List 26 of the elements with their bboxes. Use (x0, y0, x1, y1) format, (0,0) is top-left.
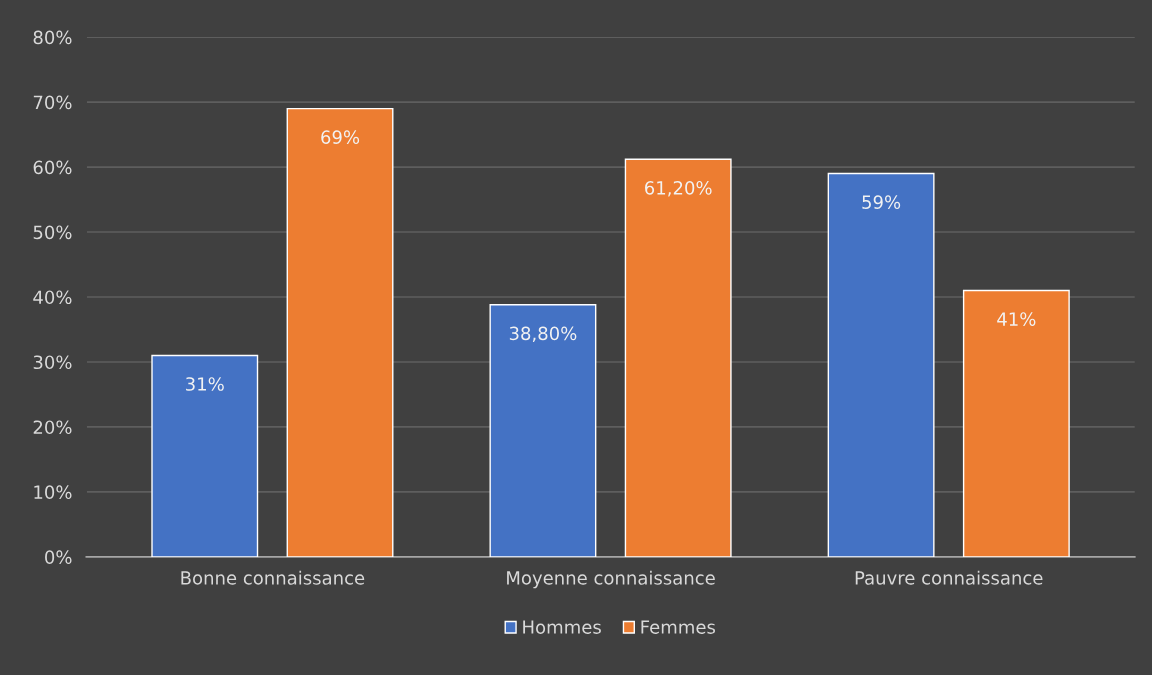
legend-label: Femmes (641, 620, 716, 634)
y-tick-label: 70% (33, 95, 72, 110)
data-label: 69% (321, 130, 360, 144)
bar (827, 172, 935, 557)
bar (489, 304, 597, 557)
y-tick-label: 0% (45, 550, 72, 564)
bar (624, 158, 732, 557)
y-tick-label: 60% (33, 160, 72, 175)
y-tick-label: 10% (34, 485, 72, 500)
x-tick-label: Pauvre connaissance (855, 570, 1043, 585)
bar (962, 289, 1070, 557)
y-tick-label: 50% (33, 225, 72, 240)
data-label: 61,20% (645, 181, 712, 197)
data-label: 31% (186, 377, 224, 391)
bar (151, 354, 259, 557)
y-tick-label: 40% (33, 290, 72, 305)
y-tick-label: 30% (33, 355, 72, 370)
y-tick-label: 80% (33, 30, 72, 45)
data-label: 59% (862, 195, 901, 209)
bar (286, 107, 394, 557)
x-tick-label: Bonne connaissance (181, 570, 365, 585)
data-label: 41% (997, 312, 1036, 326)
x-tick-label: Moyenne connaissance (507, 570, 715, 589)
data-label: 38,80% (509, 326, 577, 343)
legend-label: Hommes (523, 620, 601, 634)
y-tick-label: 20% (33, 420, 72, 435)
